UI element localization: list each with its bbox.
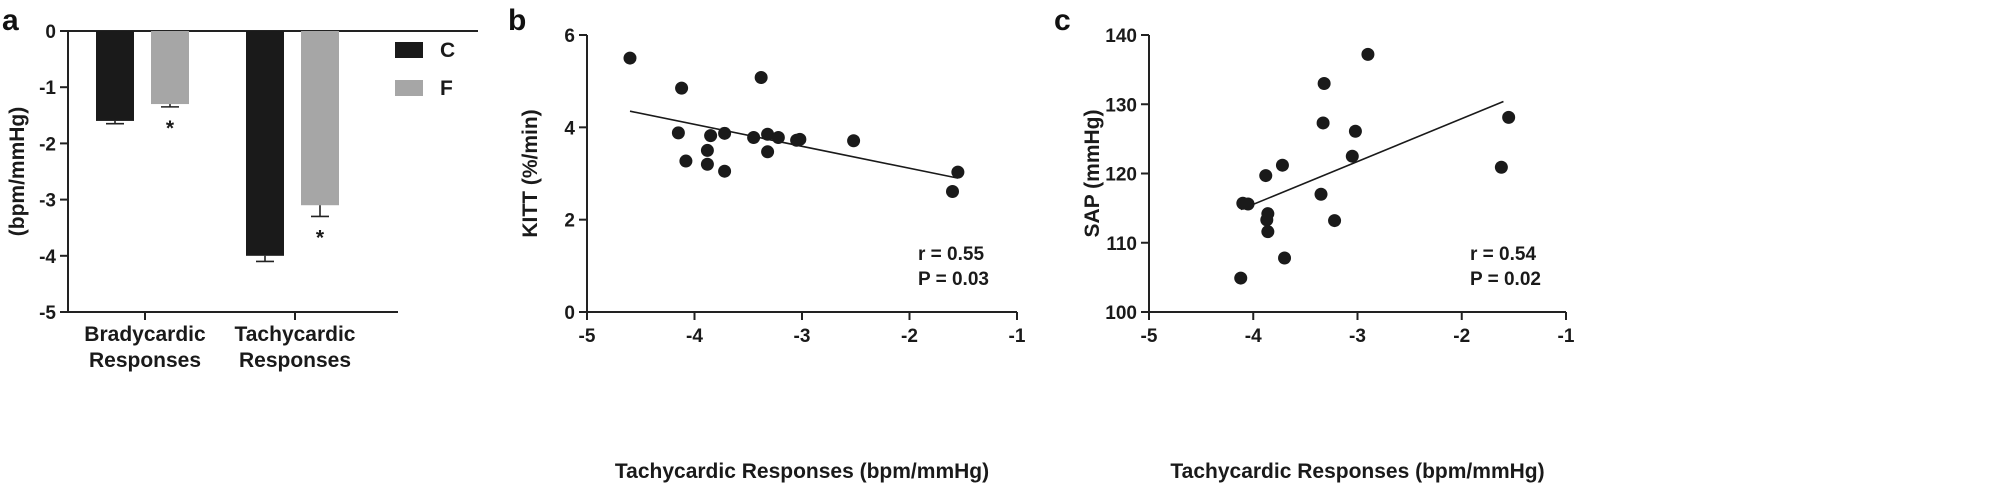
data-point [771, 130, 785, 144]
y-tick-label: 0 [45, 22, 56, 43]
data-point [700, 143, 714, 157]
y-tick-label: 6 [564, 26, 575, 47]
data-point [946, 185, 959, 199]
panel-b-y-axis-title: KITT (%/min) [519, 109, 542, 237]
legend-swatch-C [395, 42, 423, 58]
panel-a-letter: a [2, 4, 19, 37]
data-point [1494, 160, 1508, 174]
panel-b-letter: b [508, 4, 526, 37]
x-tick-label: Bradycardic [84, 323, 206, 346]
data-point [718, 164, 732, 178]
x-tick-label: Responses [89, 349, 201, 372]
data-point [1260, 213, 1274, 227]
x-tick-label: -5 [579, 326, 596, 347]
data-point [754, 70, 768, 84]
data-point [671, 126, 685, 140]
y-tick-label: 2 [564, 211, 575, 232]
data-point [1316, 116, 1330, 130]
panel-c-r-value: r = 0.54 [1470, 244, 1536, 265]
data-point [793, 132, 807, 146]
x-tick-label: -1 [1009, 326, 1026, 347]
bar-C-1 [246, 31, 284, 256]
panel-a: a 0 -1 -2 -3 -4 -5 Bradycardic Responses Tachyca… [2, 4, 478, 372]
panel-b: b 0 2 4 6 -5 -4 -3 -2 -1 Tachycardic Responses (… [508, 4, 1026, 483]
data-point [747, 130, 761, 144]
legend-swatch-F [395, 80, 423, 96]
data-point [761, 145, 775, 159]
significance-marker: * [166, 117, 175, 140]
y-tick-label: -5 [39, 303, 56, 324]
data-point [623, 51, 637, 65]
data-point [1317, 76, 1331, 90]
y-tick-label: 140 [1105, 26, 1137, 47]
panel-c-letter: c [1054, 4, 1071, 37]
x-tick-label: -3 [794, 326, 811, 347]
data-point [1234, 271, 1248, 285]
data-point [1278, 251, 1292, 265]
data-point [1261, 225, 1275, 239]
regression-line [1240, 100, 1504, 211]
y-tick-label: -4 [39, 247, 56, 268]
bar-F-0 [151, 31, 189, 105]
x-tick-label: -4 [686, 326, 703, 347]
panel-a-y-axis-title: (bpm/mmHg) [6, 107, 29, 237]
data-point [1314, 187, 1328, 201]
data-point [951, 165, 965, 179]
x-tick-label: -5 [1141, 326, 1158, 347]
y-tick-label: -1 [39, 78, 56, 99]
data-point [675, 81, 689, 95]
panel-b-plot [623, 51, 965, 199]
x-tick-label: -1 [1558, 326, 1575, 347]
panel-a-axes: 0 -1 -2 -3 -4 -5 Bradycardic Responses Tachycard… [39, 22, 478, 372]
y-tick-label: -3 [39, 191, 56, 212]
x-tick-label: -4 [1245, 326, 1262, 347]
x-tick-label: -2 [901, 326, 918, 347]
legend-label-C: C [440, 39, 455, 62]
y-tick-label: 0 [564, 303, 575, 324]
data-point [1502, 110, 1516, 124]
panel-c-p-value: P = 0.02 [1470, 269, 1541, 290]
panel-a-bars: ** [96, 31, 339, 263]
data-point [704, 129, 718, 143]
data-point [1328, 214, 1342, 228]
y-tick-label: 110 [1106, 234, 1137, 255]
bar-C-0 [96, 31, 134, 121]
y-tick-label: 130 [1105, 95, 1137, 116]
data-point [1259, 169, 1273, 183]
x-tick-label: -2 [1453, 326, 1470, 347]
x-tick-label: Responses [239, 349, 351, 372]
bar-F-1 [301, 31, 339, 206]
data-point [700, 157, 714, 171]
data-point [1345, 149, 1359, 163]
panel-c-x-axis-title: Tachycardic Responses (bpm/mmHg) [1170, 460, 1544, 483]
data-point [1361, 47, 1375, 61]
y-tick-label: 4 [564, 118, 575, 139]
panel-b-r-value: r = 0.55 [918, 244, 984, 265]
data-point [679, 154, 693, 168]
panel-c-plot [1234, 47, 1516, 285]
panel-b-axes: 0 2 4 6 -5 -4 -3 -2 -1 [564, 26, 1025, 347]
data-point [1241, 197, 1255, 211]
data-point [1275, 158, 1289, 172]
y-tick-label: -2 [39, 134, 56, 155]
data-point [1348, 124, 1362, 138]
panel-a-legend: CF [395, 39, 455, 100]
y-tick-label: 100 [1105, 303, 1137, 324]
x-tick-label: Tachycardic [234, 323, 355, 346]
y-tick-label: 120 [1105, 165, 1137, 186]
data-point [847, 134, 861, 148]
panel-c-axes: 100 110 120 130 140 -5 -4 -3 -2 -1 [1105, 26, 1575, 347]
significance-marker: * [316, 226, 325, 249]
panel-b-p-value: P = 0.03 [918, 269, 989, 290]
panel-c: c 100 110 120 130 140 -5 -4 -3 -2 -1 Tachycardic … [1054, 4, 1575, 483]
panel-c-y-axis-title: SAP (mmHg) [1081, 110, 1104, 238]
data-point [718, 126, 732, 140]
panel-b-x-axis-title: Tachycardic Responses (bpm/mmHg) [615, 460, 989, 483]
x-tick-label: -3 [1349, 326, 1366, 347]
data-point [761, 127, 775, 141]
legend-label-F: F [440, 77, 453, 100]
